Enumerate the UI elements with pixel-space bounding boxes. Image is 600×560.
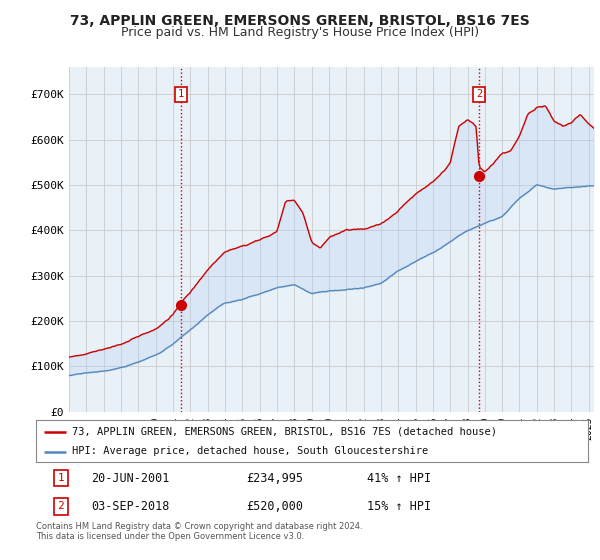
Text: 20-JUN-2001: 20-JUN-2001 xyxy=(91,472,170,484)
Text: Contains HM Land Registry data © Crown copyright and database right 2024.
This d: Contains HM Land Registry data © Crown c… xyxy=(36,522,362,542)
Text: 2: 2 xyxy=(58,501,64,511)
Text: 03-SEP-2018: 03-SEP-2018 xyxy=(91,500,170,513)
Text: 1: 1 xyxy=(178,90,184,99)
Text: 2: 2 xyxy=(476,90,482,99)
Text: 15% ↑ HPI: 15% ↑ HPI xyxy=(367,500,431,513)
Text: 73, APPLIN GREEN, EMERSONS GREEN, BRISTOL, BS16 7ES (detached house): 73, APPLIN GREEN, EMERSONS GREEN, BRISTO… xyxy=(72,427,497,437)
Text: Price paid vs. HM Land Registry's House Price Index (HPI): Price paid vs. HM Land Registry's House … xyxy=(121,26,479,39)
Text: 1: 1 xyxy=(58,473,64,483)
Text: 41% ↑ HPI: 41% ↑ HPI xyxy=(367,472,431,484)
Text: £520,000: £520,000 xyxy=(246,500,303,513)
Text: HPI: Average price, detached house, South Gloucestershire: HPI: Average price, detached house, Sout… xyxy=(72,446,428,456)
Text: £234,995: £234,995 xyxy=(246,472,303,484)
Text: 73, APPLIN GREEN, EMERSONS GREEN, BRISTOL, BS16 7ES: 73, APPLIN GREEN, EMERSONS GREEN, BRISTO… xyxy=(70,14,530,28)
